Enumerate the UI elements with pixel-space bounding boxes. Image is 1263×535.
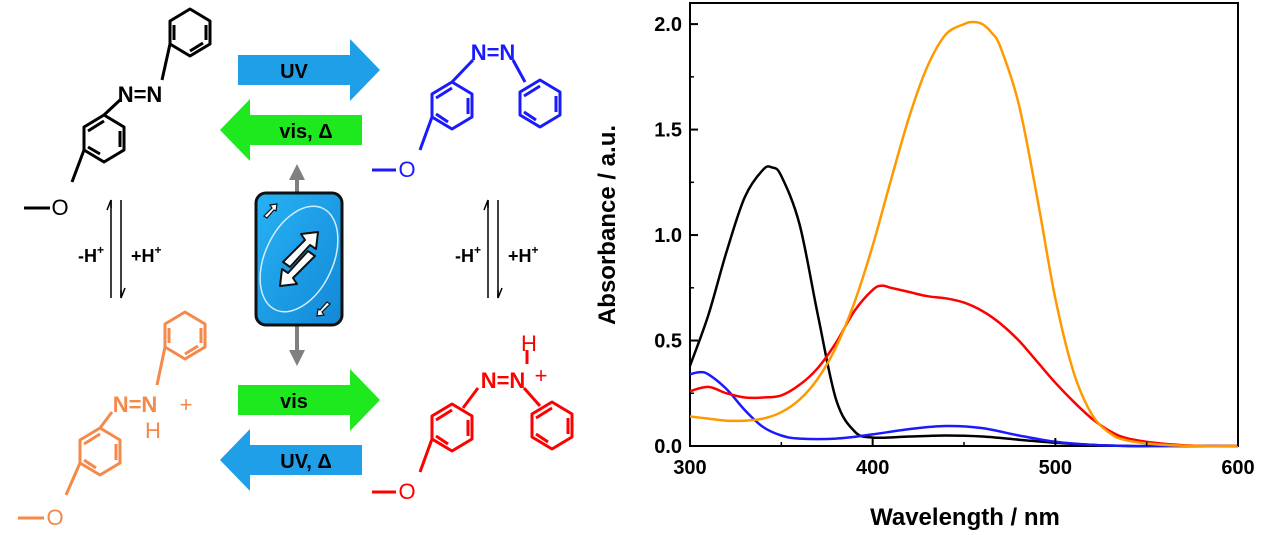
- plus-sign-red: +: [535, 363, 548, 388]
- plot-area: [689, 2, 1239, 447]
- plot-frame: [689, 2, 1239, 447]
- plus-h-left: +H+: [131, 243, 162, 266]
- y-axis-label: Absorbance / a.u.: [594, 125, 621, 325]
- trans-azobenzene-black: [24, 7, 212, 210]
- y-tick-label-2: 1.0: [654, 225, 682, 247]
- svg-text:vis: vis: [280, 391, 308, 413]
- equilibrium-arrows-left: [106, 199, 126, 299]
- arrow-uv-heat-back: UV, Δ: [220, 429, 362, 491]
- y-tick-label-4: 2.0: [654, 14, 682, 36]
- series-line-1: [689, 370, 1238, 448]
- ticks-group: 300 400 500 600 0.0 0.5 1.0 1.5 2.0: [654, 14, 1255, 479]
- svg-text:vis, Δ: vis, Δ: [279, 121, 332, 143]
- azo-label-orange: N=N: [113, 392, 158, 417]
- x-tick-label-1: 400: [856, 457, 889, 479]
- arrow-vis-forward: vis: [238, 369, 380, 431]
- minus-h-right: -H+: [455, 243, 481, 266]
- cis-azobenzene-blue: [372, 58, 562, 172]
- series-line-2: [689, 284, 1239, 448]
- minus-h-left: -H+: [78, 243, 104, 266]
- y-tick-label-3: 1.5: [654, 120, 682, 142]
- x-axis-label: Wavelength / nm: [870, 504, 1060, 531]
- methoxy-oxygen-black: O: [51, 195, 68, 220]
- h-label-red: H: [521, 331, 537, 356]
- x-tick-label-2: 500: [1039, 457, 1072, 479]
- x-tick-label-0: 300: [673, 457, 706, 479]
- y-tick-label-0: 0.0: [654, 436, 682, 458]
- series-line-3: [689, 20, 1239, 448]
- y-tick-label-1: 0.5: [654, 331, 682, 353]
- reverse-card-icon: [254, 191, 344, 327]
- protonated-azobenzene-red: [372, 350, 574, 494]
- protonated-azobenzene-orange: [18, 310, 207, 520]
- plus-h-right: +H+: [508, 243, 539, 266]
- series-group: [688, 20, 1239, 448]
- arrow-uv-forward: UV: [238, 39, 380, 101]
- reaction-scheme: N=N O N=N O N=N + H O N=N +: [18, 7, 574, 530]
- methoxy-oxygen-orange: O: [46, 505, 63, 530]
- azo-label-blue: N=N: [471, 40, 516, 65]
- series-line-0: [688, 165, 1238, 448]
- azo-label-red: N=N: [481, 368, 526, 393]
- absorbance-chart: 300 400 500 600 0.0 0.5 1.0 1.5 2.0 Wavelength /…: [594, 2, 1255, 531]
- arrow-vis-heat-back: vis, Δ: [220, 99, 362, 161]
- svg-text:UV: UV: [280, 61, 308, 83]
- x-tick-label-3: 600: [1221, 457, 1254, 479]
- azo-label-black: N=N: [118, 82, 163, 107]
- equilibrium-arrows-right: [483, 199, 503, 299]
- h-label-orange: H: [145, 418, 161, 443]
- svg-text:UV, Δ: UV, Δ: [280, 451, 331, 473]
- methoxy-oxygen-red: O: [398, 479, 415, 504]
- methoxy-oxygen-blue: O: [398, 157, 415, 182]
- plus-sign-orange: +: [180, 392, 193, 417]
